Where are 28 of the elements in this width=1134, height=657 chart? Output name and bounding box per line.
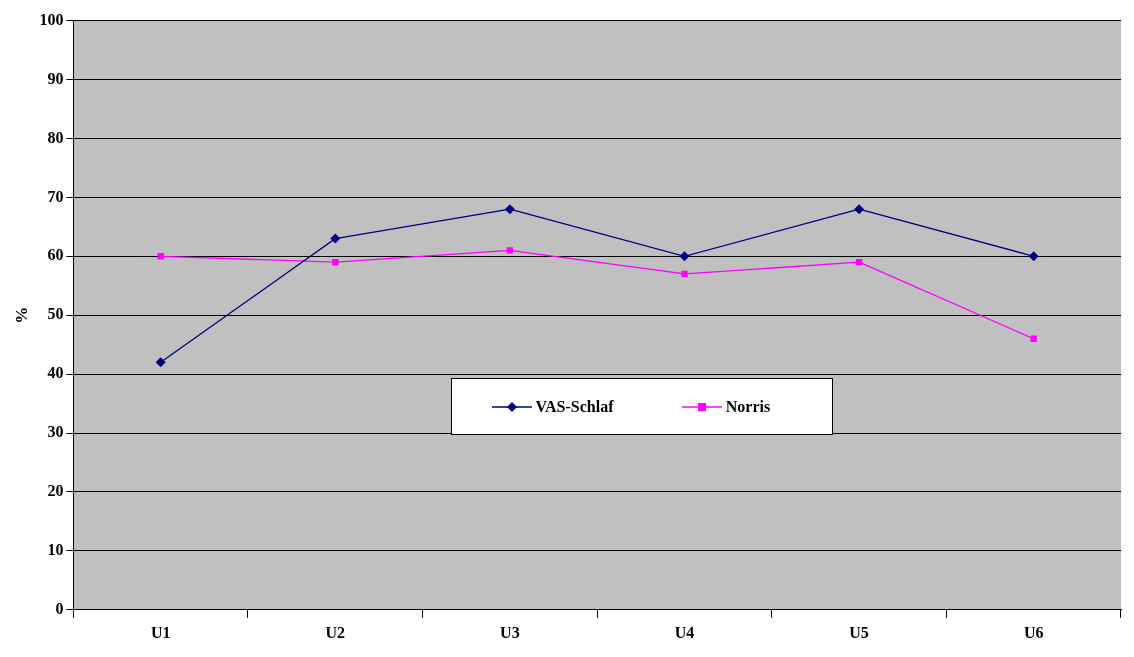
y-tick-label: 0 — [55, 599, 64, 617]
point — [504, 204, 515, 215]
legend-label: Norris — [725, 397, 771, 416]
y-tick-label: 80 — [47, 128, 64, 146]
point — [506, 247, 514, 254]
point — [854, 204, 865, 215]
y-tick-label: 20 — [47, 482, 64, 500]
point — [330, 233, 341, 244]
x-tick-label: U1 — [150, 623, 171, 641]
y-tick-label: 10 — [47, 541, 64, 559]
x-tick-label: U6 — [1023, 623, 1044, 641]
x-tick-label: U5 — [849, 623, 869, 641]
y-tick-label: 70 — [47, 187, 64, 205]
legend-label: VAS-Schlaf — [535, 397, 614, 416]
x-tick-label: U2 — [325, 623, 346, 641]
point — [155, 357, 166, 368]
y-tick-label: 90 — [47, 69, 64, 87]
y-tick-label: 100 — [39, 10, 64, 28]
point — [681, 270, 688, 278]
y-tick-label: 60 — [47, 246, 64, 264]
x-tick-label: U4 — [674, 623, 695, 641]
y-tick-label: 40 — [47, 364, 64, 382]
y-axis-title: % — [11, 306, 31, 324]
point — [679, 251, 690, 262]
point — [1028, 251, 1039, 262]
y-tick-label: 30 — [47, 423, 64, 441]
y-tick-label: 50 — [47, 305, 64, 323]
x-tick-label: U3 — [500, 623, 520, 641]
